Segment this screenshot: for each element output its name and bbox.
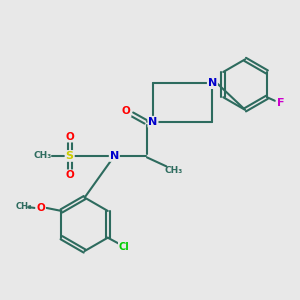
Text: N: N <box>208 78 217 88</box>
Text: CH₃: CH₃ <box>16 202 33 211</box>
Text: CH₃: CH₃ <box>34 152 52 160</box>
Text: CH₃: CH₃ <box>165 166 183 175</box>
Text: F: F <box>277 98 284 108</box>
Text: O: O <box>122 106 130 116</box>
Text: N: N <box>148 117 158 127</box>
Text: N: N <box>110 151 119 161</box>
Text: O: O <box>65 170 74 180</box>
Text: Cl: Cl <box>119 242 130 252</box>
Text: S: S <box>66 151 74 161</box>
Text: O: O <box>36 203 45 213</box>
Text: O: O <box>65 132 74 142</box>
